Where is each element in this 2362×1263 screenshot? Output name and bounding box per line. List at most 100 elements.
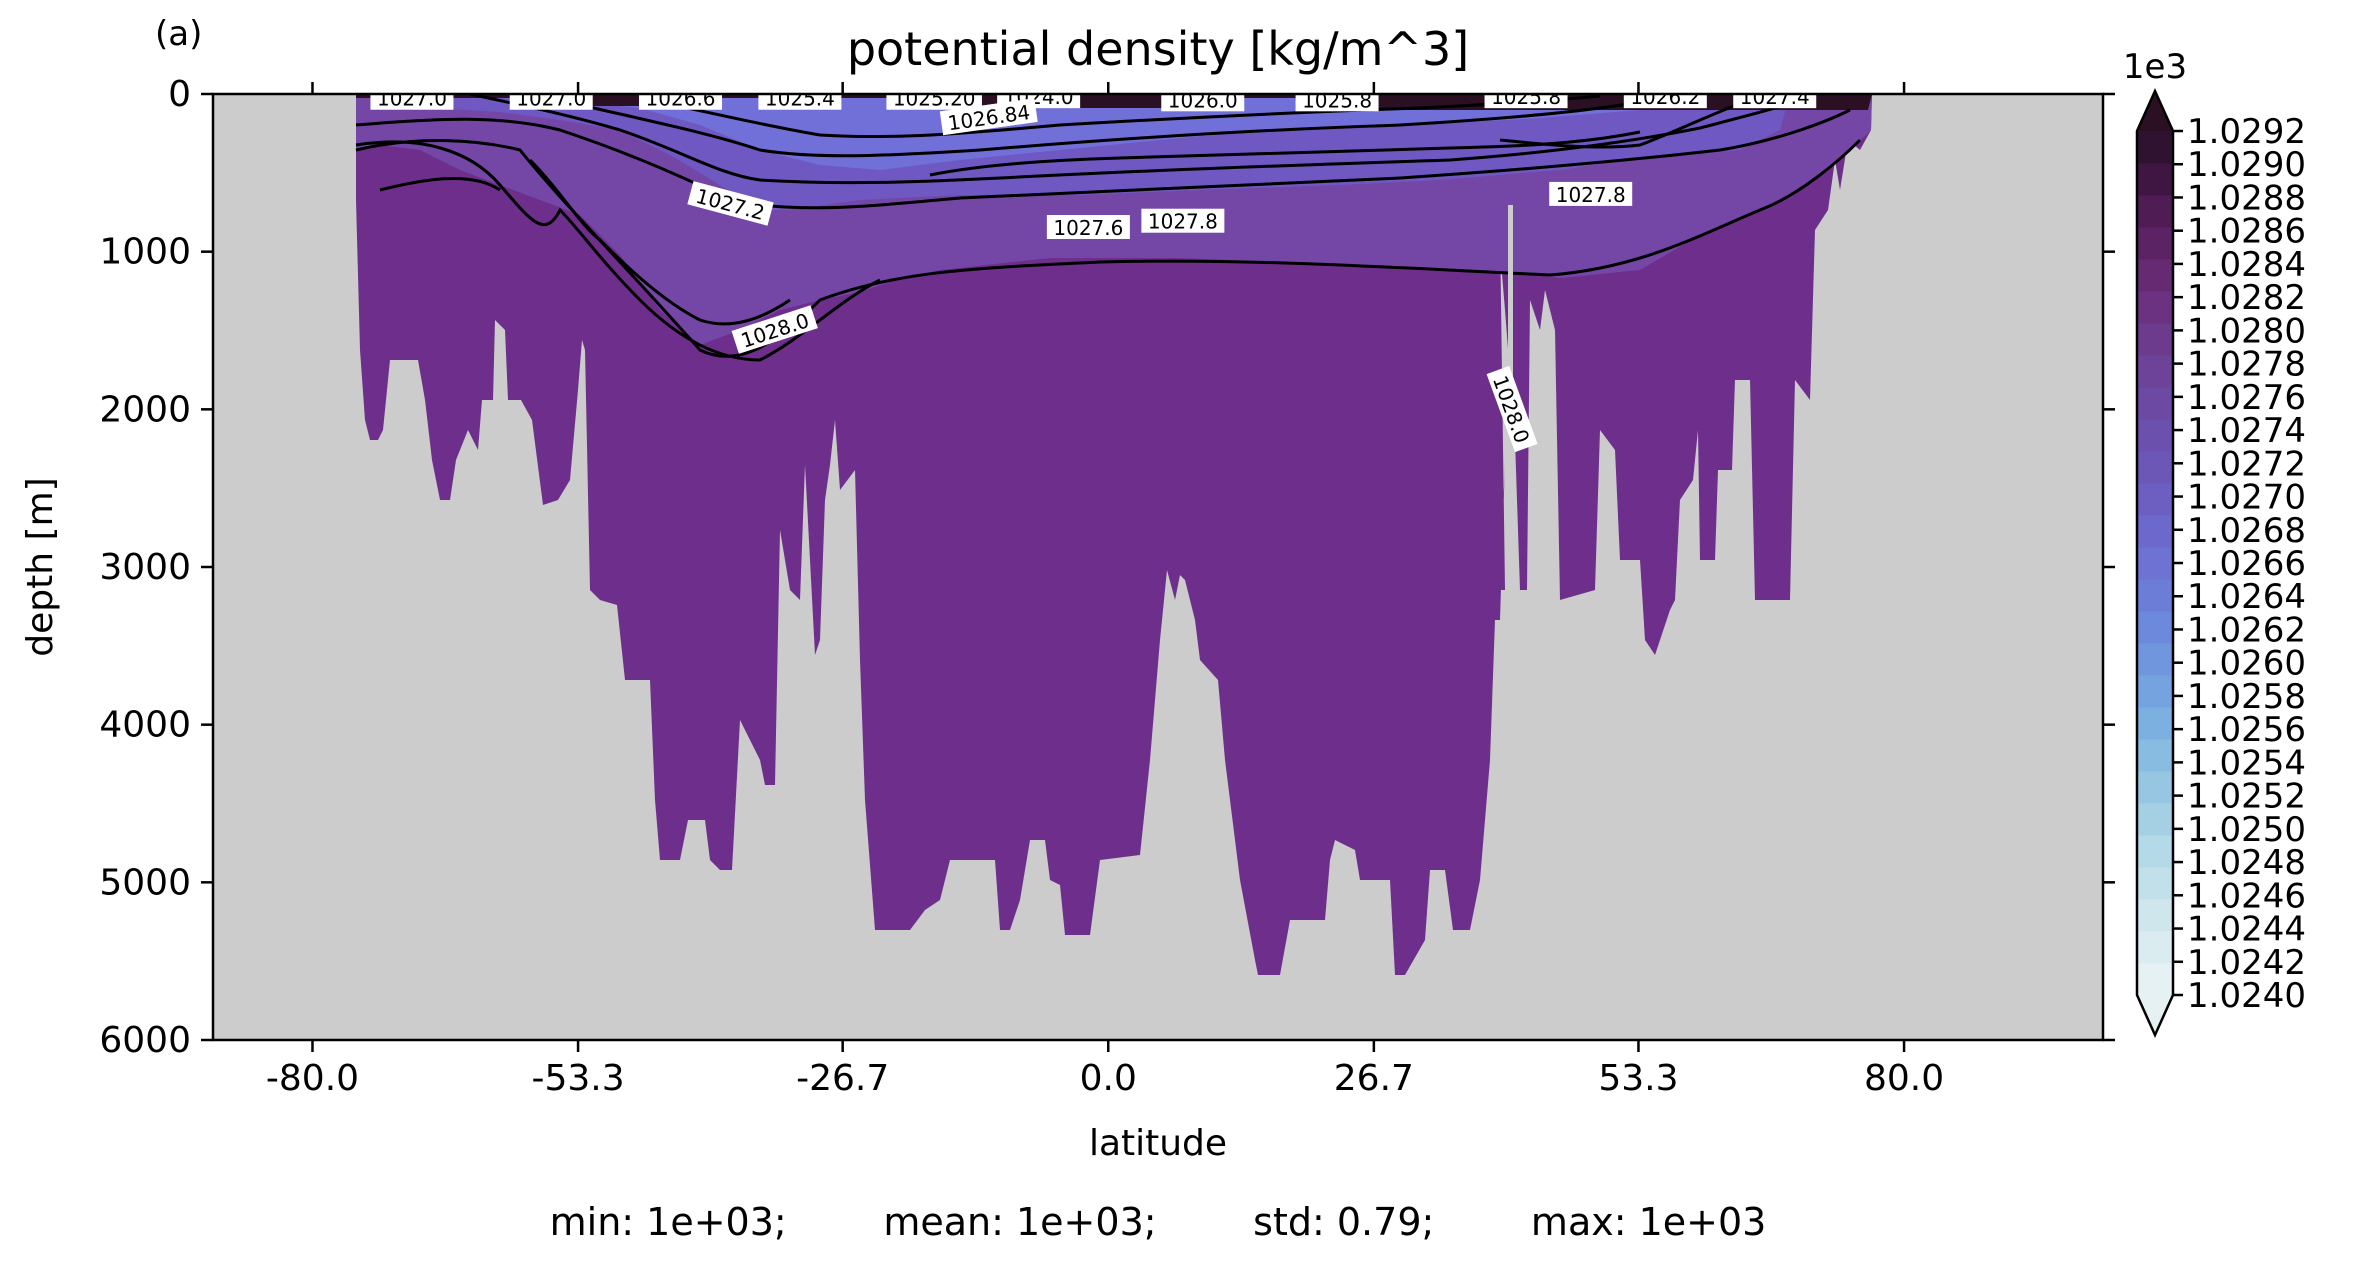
- colorbar-segment: [2137, 547, 2173, 580]
- colorbar-tick-label: 1.0248: [2187, 843, 2306, 883]
- colorbar-segment: [2137, 419, 2173, 452]
- surface-layer: [560, 94, 1660, 170]
- colorbar-segment: [2137, 867, 2173, 900]
- colorbar-segment: [2137, 323, 2173, 356]
- chart-title: potential density [kg/m^3]: [847, 22, 1469, 76]
- colorbar-segment: [2137, 451, 2173, 484]
- colorbar-segment: [2137, 515, 2173, 548]
- colorbar-segment: [2137, 803, 2173, 836]
- contour-label-text: 1026.2: [1630, 85, 1700, 109]
- y-tick-label: 0: [168, 74, 191, 115]
- colorbar-segment: [2137, 835, 2173, 868]
- x-tick-label: 0.0: [1080, 1058, 1137, 1099]
- colorbar-segment: [2137, 387, 2173, 420]
- contour-label: 1026.0: [1161, 88, 1245, 112]
- colorbar-tick-label: 1.0246: [2187, 876, 2306, 916]
- colorbar-tick-label: 1.0274: [2187, 411, 2306, 451]
- colorbar-segment: [2137, 611, 2173, 644]
- colorbar-tick-label: 1.0286: [2187, 212, 2306, 252]
- x-tick-label: 80.0: [1864, 1058, 1944, 1099]
- contour-label-text: 1027.6: [1053, 216, 1123, 240]
- y-tick-label: 5000: [99, 862, 191, 903]
- colorbar-segment: [2137, 291, 2173, 324]
- contour-label-text: 1025.4: [765, 87, 835, 111]
- colorbar-segment: [2137, 675, 2173, 708]
- contour-label-bg: [1549, 181, 1633, 206]
- contour-label: 1025.20: [886, 94, 982, 111]
- contour-label: 1026.6: [639, 87, 723, 111]
- contour-label: 1025.8: [1295, 88, 1379, 112]
- y-axis: 0 1000 2000 3000 4000 5000 6000: [99, 74, 2115, 1061]
- colorbar-tick-label: 1.0288: [2187, 178, 2306, 218]
- stats-footer: min: 1e+03; mean: 1e+03; std: 0.79; max:…: [550, 1200, 1767, 1244]
- contour-label-bg: [1733, 94, 1817, 109]
- contour-label: 1027.8: [1141, 208, 1225, 234]
- colorbar-tick-label: 1.0276: [2187, 378, 2306, 418]
- contour-label-bg: [1486, 365, 1538, 453]
- contour-labels: 1027.0 1027.0 1026.6 1025.4 1025.20 1024.0102…: [370, 85, 1817, 453]
- contour-label-text: 1025.8: [1302, 88, 1372, 112]
- contour-label-bg: [1141, 208, 1225, 233]
- y-tick-label: 1000: [99, 232, 191, 273]
- contour-label-bg: [1046, 215, 1130, 240]
- colorbar-segment: [2137, 483, 2173, 516]
- colorbar-tick-label: 1.0258: [2187, 677, 2306, 717]
- colorbar-segment: [2137, 195, 2173, 228]
- colorbar-tick-label: 1.0252: [2187, 777, 2306, 817]
- contour-label: 1025.8: [1484, 85, 1568, 109]
- colorbar-tick-label: 1.0278: [2187, 345, 2306, 385]
- x-tick-label: 53.3: [1598, 1058, 1678, 1099]
- contour-label-bg: [1484, 94, 1568, 109]
- colorbar-tick-label: 1.0266: [2187, 544, 2306, 584]
- colorbar-tick-label: 1.0290: [2187, 145, 2306, 185]
- contour-label: 1026.2: [1623, 85, 1707, 109]
- colorbar-tick-label: 1.0260: [2187, 644, 2306, 684]
- colorbar-segment: [2137, 163, 2173, 196]
- contour-label-text: 1027.0: [377, 87, 447, 111]
- colorbar-segment: [2137, 643, 2173, 676]
- y-tick-label: 6000: [99, 1020, 191, 1061]
- colorbar-segment: [2137, 931, 2173, 964]
- contour-label-bg: [687, 181, 774, 226]
- contour-label: 1027.8: [1549, 181, 1633, 207]
- colorbar-tick-label: 1.0256: [2187, 710, 2306, 750]
- contour-label-bg: [758, 94, 842, 110]
- colorbar-segment: [2137, 707, 2173, 740]
- colorbar-tick-label: 1.0282: [2187, 278, 2306, 318]
- contour-label-bg: [370, 94, 454, 110]
- contour-label-bg: [1623, 94, 1707, 109]
- contour-label-text: 1025.8: [1491, 85, 1561, 109]
- colorbar-tick-label: 1.0254: [2187, 743, 2306, 783]
- contour-label: 1027.6: [1046, 215, 1130, 240]
- panel-label: (a): [155, 14, 202, 54]
- colorbar-segment: [2137, 771, 2173, 804]
- contour-label-text: 1026.0: [1168, 88, 1238, 112]
- contour-label-bg: [639, 94, 723, 110]
- colorbar-tick-label: 1.0272: [2187, 444, 2306, 484]
- contour-label-bg: [731, 305, 818, 354]
- y-tick-label: 2000: [99, 389, 191, 430]
- colorbar-segment: [2137, 739, 2173, 772]
- contour-label: 1027.0: [509, 87, 593, 111]
- contour-lines: [355, 94, 1862, 362]
- contour-label: 1027.0: [370, 87, 454, 111]
- contour-label-bg: [1295, 94, 1379, 112]
- contour-label-text: 1026.6: [646, 87, 716, 111]
- contour-label-text: 1027.0: [516, 87, 586, 111]
- colorbar-tick-label: 1.0268: [2187, 511, 2306, 551]
- colorbar-tick-label: 1.0280: [2187, 311, 2306, 351]
- colorbar-segment: [2137, 579, 2173, 612]
- x-axis-label: latitude: [1089, 1123, 1227, 1164]
- colorbar-tick-label: 1.0262: [2187, 610, 2306, 650]
- colorbar-tick-label: 1.0244: [2187, 910, 2306, 950]
- colorbar-tick-label: 1.0284: [2187, 245, 2306, 285]
- x-tick-label: -80.0: [266, 1058, 359, 1099]
- y-tick-label: 4000: [99, 705, 191, 746]
- colorbar: 1.02401.02421.02441.02461.02481.02501.02…: [2135, 87, 2306, 1039]
- colorbar-multiplier: 1e3: [2123, 47, 2187, 87]
- colorbar-tick-label: 1.0240: [2187, 976, 2306, 1016]
- colorbar-extend-bottom: [2137, 995, 2173, 1035]
- colorbar-segment: [2137, 131, 2173, 164]
- colorbar-tick-label: 1.0242: [2187, 943, 2306, 983]
